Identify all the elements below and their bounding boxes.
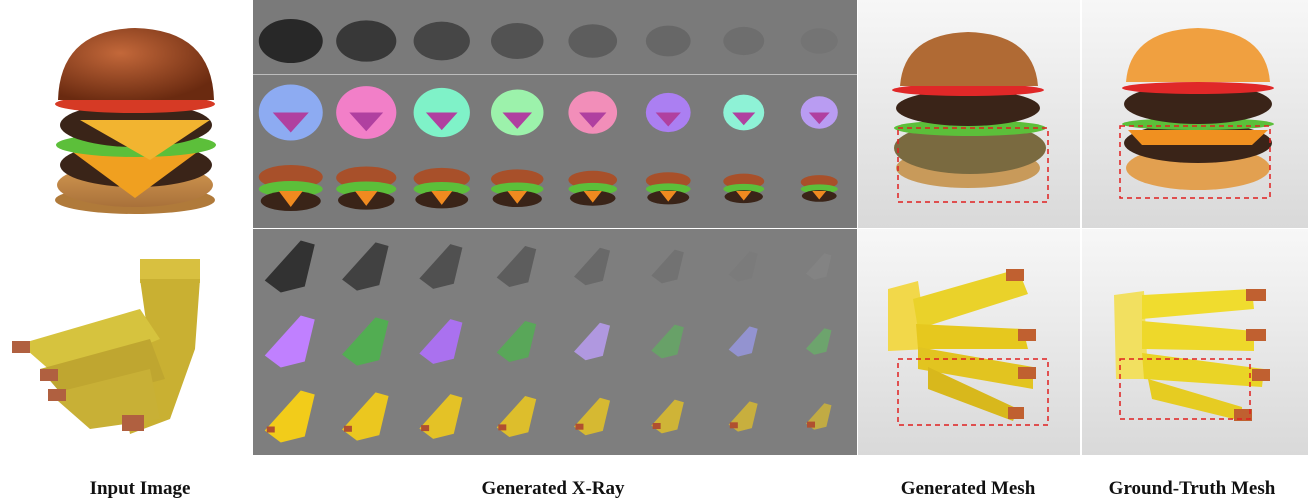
input-image-banana	[0, 229, 253, 455]
xray-thumb	[342, 392, 389, 441]
xray-thumb	[728, 251, 758, 282]
xray-thumb	[728, 326, 758, 357]
xray-thumb	[728, 401, 758, 432]
xray-thumb	[651, 399, 684, 434]
xray-thumb	[574, 247, 611, 286]
xray-thumb	[336, 86, 397, 139]
xray-thumb	[413, 167, 470, 209]
xray-thumb	[645, 25, 691, 57]
xray-thumb	[419, 394, 463, 439]
xray-thumb	[574, 322, 611, 361]
caption-input-image: Input Image	[89, 478, 191, 499]
xray-thumb	[258, 84, 323, 141]
xray-thumb	[413, 21, 470, 61]
xray-thumb	[342, 317, 389, 366]
xray-separator	[253, 74, 857, 75]
xray-thumb	[491, 169, 544, 208]
caption-ground-truth-mesh: Ground-Truth Mesh	[1108, 478, 1276, 499]
xray-thumb	[723, 26, 765, 56]
xray-thumb	[800, 28, 838, 54]
xray-thumb	[496, 395, 537, 438]
xray-thumb	[264, 240, 315, 293]
caption-generated-xray: Generated X-Ray	[481, 478, 625, 499]
xray-thumb	[723, 94, 765, 131]
caption-generated-mesh: Generated Mesh	[900, 478, 1036, 499]
xray-thumb	[264, 390, 315, 443]
xray-thumb	[723, 173, 765, 204]
xray-thumb	[568, 170, 618, 206]
xray-thumb	[568, 24, 618, 58]
xray-thumb	[491, 22, 544, 60]
xray-thumb	[805, 253, 832, 280]
xray-thumb	[805, 328, 832, 355]
ground-truth-mesh-burger	[1082, 0, 1308, 228]
xray-thumb	[651, 324, 684, 359]
xray-thumb	[491, 89, 544, 136]
xray-thumb	[568, 91, 618, 134]
xray-thumb	[336, 20, 397, 62]
input-image-burger	[0, 0, 253, 228]
xray-thumb	[419, 319, 463, 364]
generated-mesh-burger	[858, 0, 1080, 228]
xray-thumb	[645, 92, 691, 133]
xray-thumb	[258, 165, 323, 211]
generated-mesh-banana	[858, 229, 1080, 455]
xray-thumb	[800, 175, 838, 202]
xray-thumb	[336, 166, 397, 210]
xray-thumb	[264, 315, 315, 368]
xray-thumb	[342, 242, 389, 291]
highlight-box	[897, 358, 1049, 426]
highlight-box	[1119, 358, 1251, 420]
ground-truth-mesh-banana	[1082, 229, 1308, 455]
xray-thumb	[651, 249, 684, 284]
xray-thumb	[805, 403, 832, 430]
xray-thumb	[496, 245, 537, 288]
highlight-box	[897, 127, 1049, 203]
xray-thumb	[258, 19, 323, 63]
xray-thumb	[645, 172, 691, 205]
xray-thumb	[800, 96, 838, 129]
xray-burger-grid	[253, 0, 857, 228]
xray-thumb	[419, 244, 463, 289]
highlight-box	[1119, 125, 1271, 199]
xray-thumb	[413, 87, 470, 138]
xray-thumb	[574, 397, 611, 436]
xray-thumb	[496, 320, 537, 363]
xray-banana-grid	[253, 229, 857, 455]
